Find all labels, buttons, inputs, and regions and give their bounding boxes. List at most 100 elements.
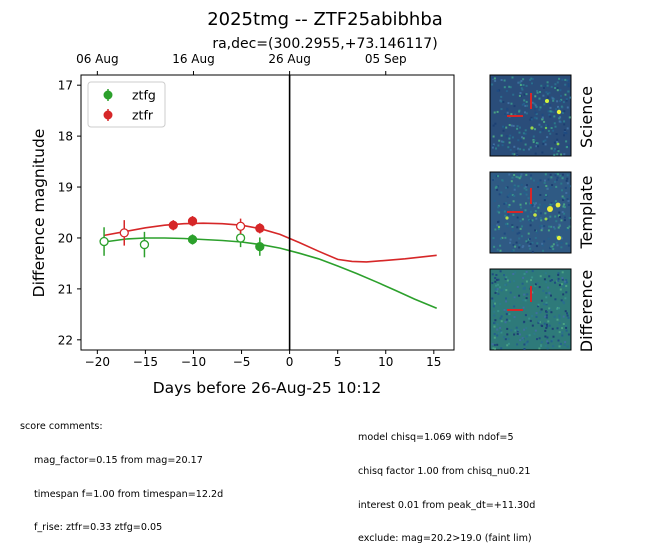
stamp-pixel (547, 110, 550, 113)
stamp-pixel (513, 174, 516, 176)
stamp-pixel (558, 77, 561, 80)
stamp-pixel (565, 326, 568, 329)
stamp-pixel (538, 203, 541, 206)
stamp-pixel (526, 215, 529, 218)
stamp-pixel (531, 78, 534, 80)
stamp-pixel (561, 277, 564, 279)
stamp-pixel (545, 124, 548, 127)
light-curve-chart: 2025tmg -- ZTF25abibhba ra,dec=(300.2955… (30, 9, 596, 397)
stamp-pixel (561, 278, 564, 281)
stamp-pixel (494, 319, 497, 322)
stamp-pixel (509, 291, 512, 294)
stamp-pixel (564, 78, 567, 81)
stamp-pixel (496, 278, 499, 281)
stamp-pixel (525, 188, 528, 191)
stamp-pixel (516, 153, 519, 156)
stamp-pixel (506, 327, 509, 330)
stamp-pixel (502, 140, 505, 143)
stamp-pixel (501, 144, 504, 147)
stamp-pixel (561, 106, 564, 109)
stamp-pixel (492, 143, 495, 146)
stamp-pixel (531, 202, 534, 205)
stamp-pixel (561, 334, 564, 337)
stamp-pixel (512, 200, 515, 203)
stamp-pixel (550, 176, 553, 179)
legend-label: ztfg (132, 88, 156, 103)
stamp-pixel (531, 270, 534, 273)
stamp-pixel (511, 229, 514, 232)
stamp-pixel (499, 317, 502, 320)
stamp-pixel (546, 340, 549, 343)
stamp-pixel (533, 332, 536, 335)
stamp-pixel (569, 96, 571, 99)
stamp-pixel (539, 212, 542, 215)
score-comments-header: score comments: (20, 421, 103, 433)
stamp-pixel (547, 286, 550, 289)
stamp-pixel (543, 197, 546, 200)
stamp-pixel (554, 281, 556, 284)
stamp-pixel (542, 94, 545, 97)
stamp-pixel (525, 297, 528, 300)
stamp-pixel (565, 192, 568, 194)
stamp-pixel (504, 338, 507, 341)
stamp-pixel (510, 329, 513, 332)
stamp-pixel (500, 191, 503, 194)
stamp-pixel (521, 337, 524, 340)
stamp-pixel (496, 210, 499, 213)
stamp-pixel (552, 111, 555, 114)
stamp-pixel (533, 205, 536, 208)
stamp-pixel (520, 183, 523, 186)
stamp-pixel (533, 179, 535, 182)
stamp-pixel (557, 226, 560, 229)
stamp-pixel (556, 306, 559, 309)
score-comment-line: timespan f=1.00 from timespan=12.2d (34, 488, 224, 500)
stamp-pixel (534, 210, 537, 213)
stamp-pixel (544, 139, 547, 142)
stamp-pixel (551, 245, 554, 248)
stamp-pixel (494, 347, 496, 350)
stamp-pixel (502, 129, 505, 132)
stamp-pixel (550, 127, 553, 129)
stamp-pixel (560, 283, 563, 286)
stamp-pixel (534, 95, 537, 98)
stamp-pixel (493, 200, 496, 202)
stamp-pixel (508, 313, 511, 316)
model-comment-line: exclude: mag=20.2>19.0 (faint lim) (358, 533, 532, 545)
stamp-pixel (550, 225, 553, 228)
stamp-pixel (533, 108, 536, 111)
stamp-pixel (529, 243, 532, 245)
stamp-pixel (493, 77, 496, 80)
stamp-pixel (524, 186, 527, 189)
stamp-pixel (562, 199, 565, 201)
stamp-pixel (549, 104, 552, 107)
stamp-pixel (563, 203, 566, 206)
stamp-pixel (493, 325, 496, 328)
stamp-pixel (550, 311, 553, 314)
stamp-pixel (549, 215, 552, 218)
stamp-pixel (563, 216, 566, 219)
stamp-pixel (543, 322, 546, 325)
stamp-pixel (534, 128, 536, 131)
stamp-pixel (505, 90, 508, 93)
stamp-pixel (534, 229, 537, 232)
score-comments: score comments: mag_factor=0.15 from mag… (20, 399, 223, 545)
stamp-pixel (562, 323, 565, 325)
stamp-pixel (531, 276, 534, 279)
stamp-pixel (535, 217, 538, 220)
stamp-pixel (495, 147, 497, 150)
stamp-pixel (559, 116, 562, 119)
stamp-pixel (527, 197, 530, 200)
stamp-pixel (509, 192, 512, 195)
top-tick-label: 16 Aug (172, 52, 215, 66)
stamp-pixel (547, 130, 550, 132)
stamp-pixel (523, 286, 526, 289)
stamp-pixel (492, 305, 495, 308)
stamp-pixel (567, 79, 570, 82)
stamp-pixel (556, 308, 559, 310)
stamp-pixel (526, 293, 529, 296)
stamp-pixel (563, 120, 566, 123)
stamp-pixel (541, 227, 544, 230)
stamp-pixel (507, 337, 510, 340)
data-point-ztfr (235, 221, 246, 231)
stamp-pixel (505, 186, 508, 189)
